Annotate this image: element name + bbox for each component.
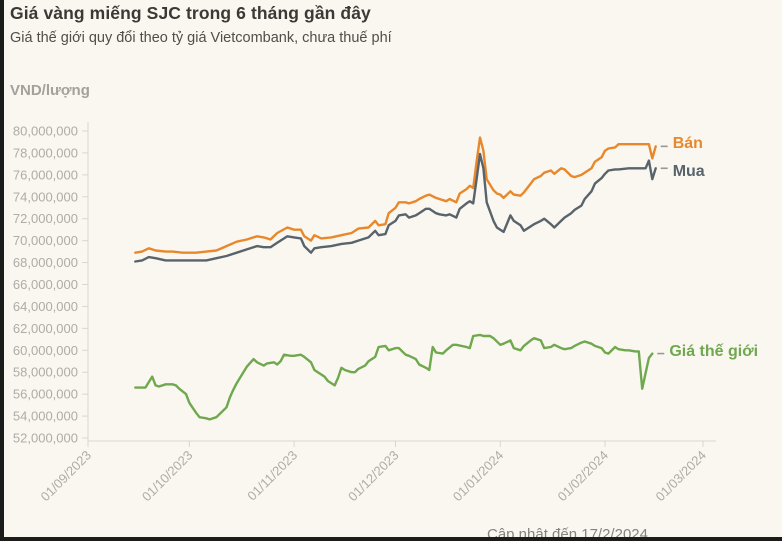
legend-label-1: Mua [672,163,705,181]
page-title: Giá vàng miếng SJC trong 6 tháng gần đây [10,3,371,23]
svg-text:72,000,000: 72,000,000 [13,211,78,226]
page-subtitle: Giá thế giới quy đổi theo tỷ giá Vietcom… [10,30,392,46]
svg-text:76,000,000: 76,000,000 [13,167,78,182]
bottom-border [0,537,782,541]
legend-label-0: Bán [672,135,703,153]
svg-text:54,000,000: 54,000,000 [13,409,78,424]
svg-text:60,000,000: 60,000,000 [13,343,78,358]
y-axis-unit-label: VND/lượng [10,82,90,99]
svg-text:01/10/2023: 01/10/2023 [139,448,196,505]
svg-text:01/09/2023: 01/09/2023 [37,448,94,505]
svg-text:01/12/2023: 01/12/2023 [345,448,402,505]
svg-text:01/03/2024: 01/03/2024 [652,448,709,505]
svg-text:64,000,000: 64,000,000 [13,299,78,314]
svg-text:66,000,000: 66,000,000 [13,277,78,292]
svg-text:68,000,000: 68,000,000 [13,255,78,270]
svg-text:52,000,000: 52,000,000 [13,431,78,446]
left-border [0,0,4,541]
svg-text:62,000,000: 62,000,000 [13,321,78,336]
svg-text:01/11/2023: 01/11/2023 [244,448,300,504]
svg-text:56,000,000: 56,000,000 [13,387,78,402]
svg-text:01/01/2024: 01/01/2024 [450,448,507,505]
svg-text:01/02/2024: 01/02/2024 [555,448,612,505]
svg-text:78,000,000: 78,000,000 [13,145,78,160]
svg-text:70,000,000: 70,000,000 [13,233,78,248]
legend-label-2: Giá thế giới [669,342,759,360]
svg-text:74,000,000: 74,000,000 [13,189,78,204]
svg-text:80,000,000: 80,000,000 [13,124,78,139]
svg-text:58,000,000: 58,000,000 [13,365,78,380]
